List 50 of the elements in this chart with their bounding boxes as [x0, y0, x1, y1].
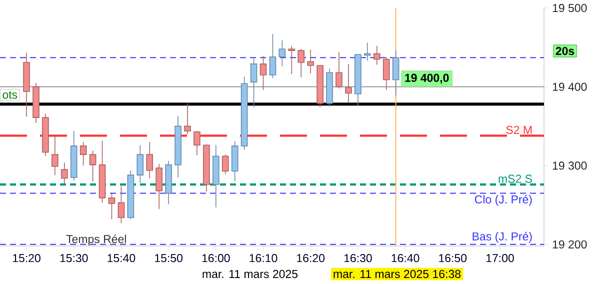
text: mar. 11 mars 2025 16:38	[334, 270, 461, 278]
candlestick	[260, 56, 267, 90]
candlestick	[89, 150, 96, 182]
x-tick-label: 16:40	[392, 254, 420, 262]
candlestick	[194, 130, 200, 156]
x-tick-label: 15:30	[60, 254, 88, 262]
ref-line-label: mS2 S	[498, 174, 532, 183]
ref-line-label: 19 400,0	[405, 74, 449, 84]
candlestick	[146, 142, 154, 179]
x-tick-label: 16:10	[250, 254, 278, 262]
candlestick	[222, 154, 229, 175]
y-tick-label: 19 500	[552, 4, 587, 12]
candlestick	[392, 50, 400, 96]
x-tick-label: 16:20	[297, 254, 325, 262]
text: 20s	[556, 46, 574, 56]
candlestick	[250, 58, 258, 108]
y-tick-label: 19 400	[552, 82, 587, 91]
candlestick	[373, 45, 380, 66]
candlestick	[278, 40, 286, 67]
x-tick-label: 15:20	[12, 254, 40, 262]
x-tick-label: 16:30	[344, 254, 372, 262]
candlestick	[108, 192, 116, 220]
candlestick	[269, 34, 276, 79]
ref-line-label: Bas (J. Pré)	[472, 232, 532, 243]
candlestick	[52, 135, 58, 176]
candlestick	[336, 52, 342, 89]
candlestick	[136, 144, 144, 184]
x-tick-label: 16:00	[202, 254, 230, 262]
candlestick	[288, 45, 296, 75]
x-tick-label: 17:00	[486, 254, 514, 262]
candlestick	[307, 49, 314, 74]
x-tick-label: 16:50	[439, 254, 467, 262]
candlestick	[364, 42, 371, 62]
x-tick-label: 15:40	[108, 254, 136, 262]
annotation: Temps Réel	[66, 234, 126, 246]
candlestick	[118, 186, 125, 224]
candlestick	[184, 102, 191, 134]
candlestick	[80, 142, 87, 166]
candlestick	[60, 162, 68, 185]
text: mar. 11 mars 2025	[202, 270, 298, 278]
candlestick	[345, 64, 352, 103]
y-tick-label: 19 300	[552, 162, 587, 170]
candlestick	[382, 57, 390, 90]
y-tick-label: 19 200	[552, 240, 587, 248]
candlestick	[156, 164, 162, 210]
annotation: ots	[2, 91, 18, 99]
x-tick-label: 15:50	[155, 254, 182, 262]
ref-line-label: Clo (J. Pré)	[474, 194, 532, 206]
ref-line-label: S2 M	[506, 126, 532, 134]
candlestick	[298, 48, 305, 78]
